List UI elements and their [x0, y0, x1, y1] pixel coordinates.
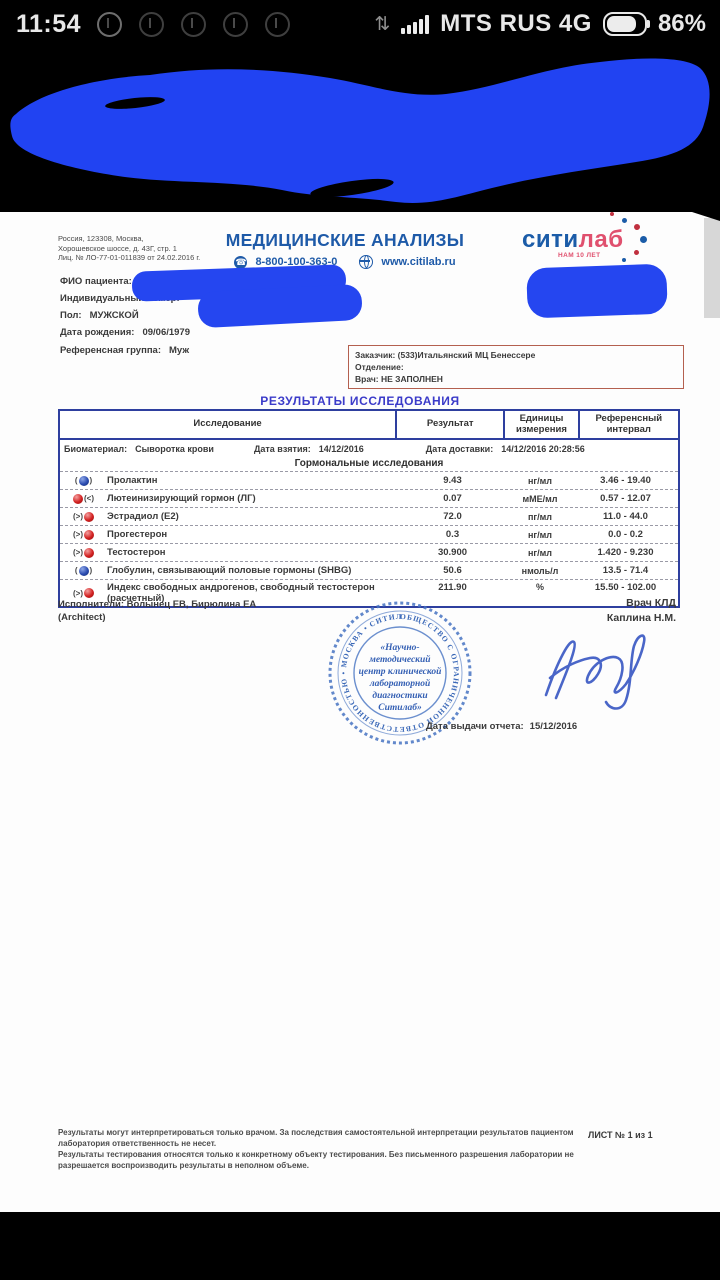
result-flag-icon: [73, 493, 83, 504]
page-edge-shadow: [704, 218, 720, 318]
table-row: (>) Индекс свободных андрогенов, свободн…: [60, 579, 678, 606]
redacted-header-area: [0, 48, 720, 212]
order-department: Отделение:: [355, 362, 404, 372]
patient-name-row: ФИО пациента:: [60, 276, 132, 287]
network-activity-icon: ⇅: [374, 13, 391, 35]
order-info-box: Заказчик: (533)Итальянский МЦ Бенессере …: [348, 345, 684, 389]
lab-address: Россия, 123308, Москва, Хорошевское шосс…: [58, 234, 201, 262]
result-flag-icon: [78, 565, 89, 576]
bottom-black-band: [0, 1212, 720, 1280]
result-flag-icon: [78, 475, 89, 486]
patient-refgroup-row: Референсная группа: Муж: [60, 345, 190, 356]
svg-text:центр клинической: центр клинической: [359, 666, 442, 677]
report-title: МЕДИЦИНСКИЕ АНАЛИЗЫ: [225, 230, 465, 250]
svg-text:диагностики: диагностики: [372, 690, 427, 701]
table-row: (<) Лютеинизирующий гормон (ЛГ) 0.07 мМЕ…: [60, 489, 678, 507]
logo-tagline: НАМ 10 ЛЕТ: [558, 252, 601, 259]
table-header: Исследование Результат Единицы измерения…: [60, 411, 678, 440]
status-bar: 11:54 ⇅ MTS RUS 4G 86%: [0, 0, 720, 48]
patient-id-row: Индивидуальный номер:: [60, 293, 180, 304]
notification-icon: [139, 11, 165, 37]
notification-icon: [223, 11, 249, 37]
lab-website[interactable]: www.citilab.ru: [381, 256, 456, 268]
result-flag-icon: [84, 529, 94, 540]
svg-text:Ситилаб»: Ситилаб»: [378, 702, 422, 713]
table-row: (>) Прогестерон 0.3 нг/мл 0.0 - 0.2: [60, 525, 678, 543]
report-issue-date: Дата выдачи отчета: 15/12/2016: [426, 721, 578, 732]
globe-icon: [359, 255, 374, 269]
table-row: () Пролактин 9.43 нг/мл 3.46 - 19.40: [60, 471, 678, 489]
svg-text:лабораторной: лабораторной: [369, 678, 431, 689]
patient-sex-row: Пол: МУЖСКОЙ: [60, 310, 139, 321]
notification-icon: [265, 11, 291, 37]
doctor-signature: [540, 620, 660, 720]
biomaterial-row: Биоматериал: Сыворотка крови Дата взятия…: [64, 444, 585, 454]
redaction-barcode: [526, 263, 668, 319]
svg-text:«Научно-: «Научно-: [380, 643, 419, 653]
citilab-logo: ситилаб НАМ 10 ЛЕТ: [522, 212, 682, 262]
patient-dob-row: Дата рождения: 09/06/1979: [60, 327, 190, 338]
svg-text:методический: методический: [368, 654, 430, 665]
carrier-label: MTS RUS 4G: [440, 10, 592, 37]
results-section-title: РЕЗУЛЬТАТЫ ИССЛЕДОВАНИЯ: [260, 394, 460, 408]
battery-icon: [602, 12, 650, 36]
order-customer: Заказчик: (533)Итальянский МЦ Бенессере: [355, 350, 536, 360]
lab-stamp: ОБЩЕСТВО С ОГРАНИЧЕННОЙ ОТВЕТСТВЕННОСТЬЮ…: [322, 591, 475, 753]
table-section-title: Гормональные исследования: [294, 458, 444, 469]
executors: Исполнители: Волынец ЕВ, Бирюлина ЕА (Ar…: [58, 599, 257, 623]
sheet-number: ЛИСТ № 1 из 1: [588, 1130, 653, 1140]
lab-report-page[interactable]: Россия, 123308, Москва, Хорошевское шосс…: [0, 212, 720, 1212]
results-table: Исследование Результат Единицы измерения…: [58, 409, 680, 608]
photo-corner: [692, 212, 720, 221]
battery-percent: 86%: [657, 10, 706, 37]
redaction-scribble: [10, 58, 710, 203]
table-row: (>) Тестостерон 30.900 нг/мл 1.420 - 9.2…: [60, 543, 678, 561]
notification-icon: [97, 11, 123, 37]
result-flag-icon: [84, 547, 94, 558]
redaction-patient-id: [197, 283, 363, 329]
doctor-signoff: Врач КЛД Каплина Н.М.: [606, 597, 676, 624]
signal-strength-icon: [401, 14, 430, 34]
notification-icons: [97, 11, 291, 37]
result-flag-icon: [84, 588, 94, 598]
disclaimer: Результаты могут интерпретироваться толь…: [58, 1128, 574, 1170]
table-row: (>) Эстрадиол (Е2) 72.0 пг/мл 11.0 - 44.…: [60, 507, 678, 525]
order-doctor: Врач: НЕ ЗАПОЛНЕН: [355, 374, 443, 384]
table-row: () Глобулин, связывающий половые гормоны…: [60, 561, 678, 579]
result-flag-icon: [84, 511, 94, 522]
phone-icon: ☎: [234, 255, 248, 269]
notification-icon: [181, 11, 207, 37]
clock: 11:54: [16, 9, 82, 38]
